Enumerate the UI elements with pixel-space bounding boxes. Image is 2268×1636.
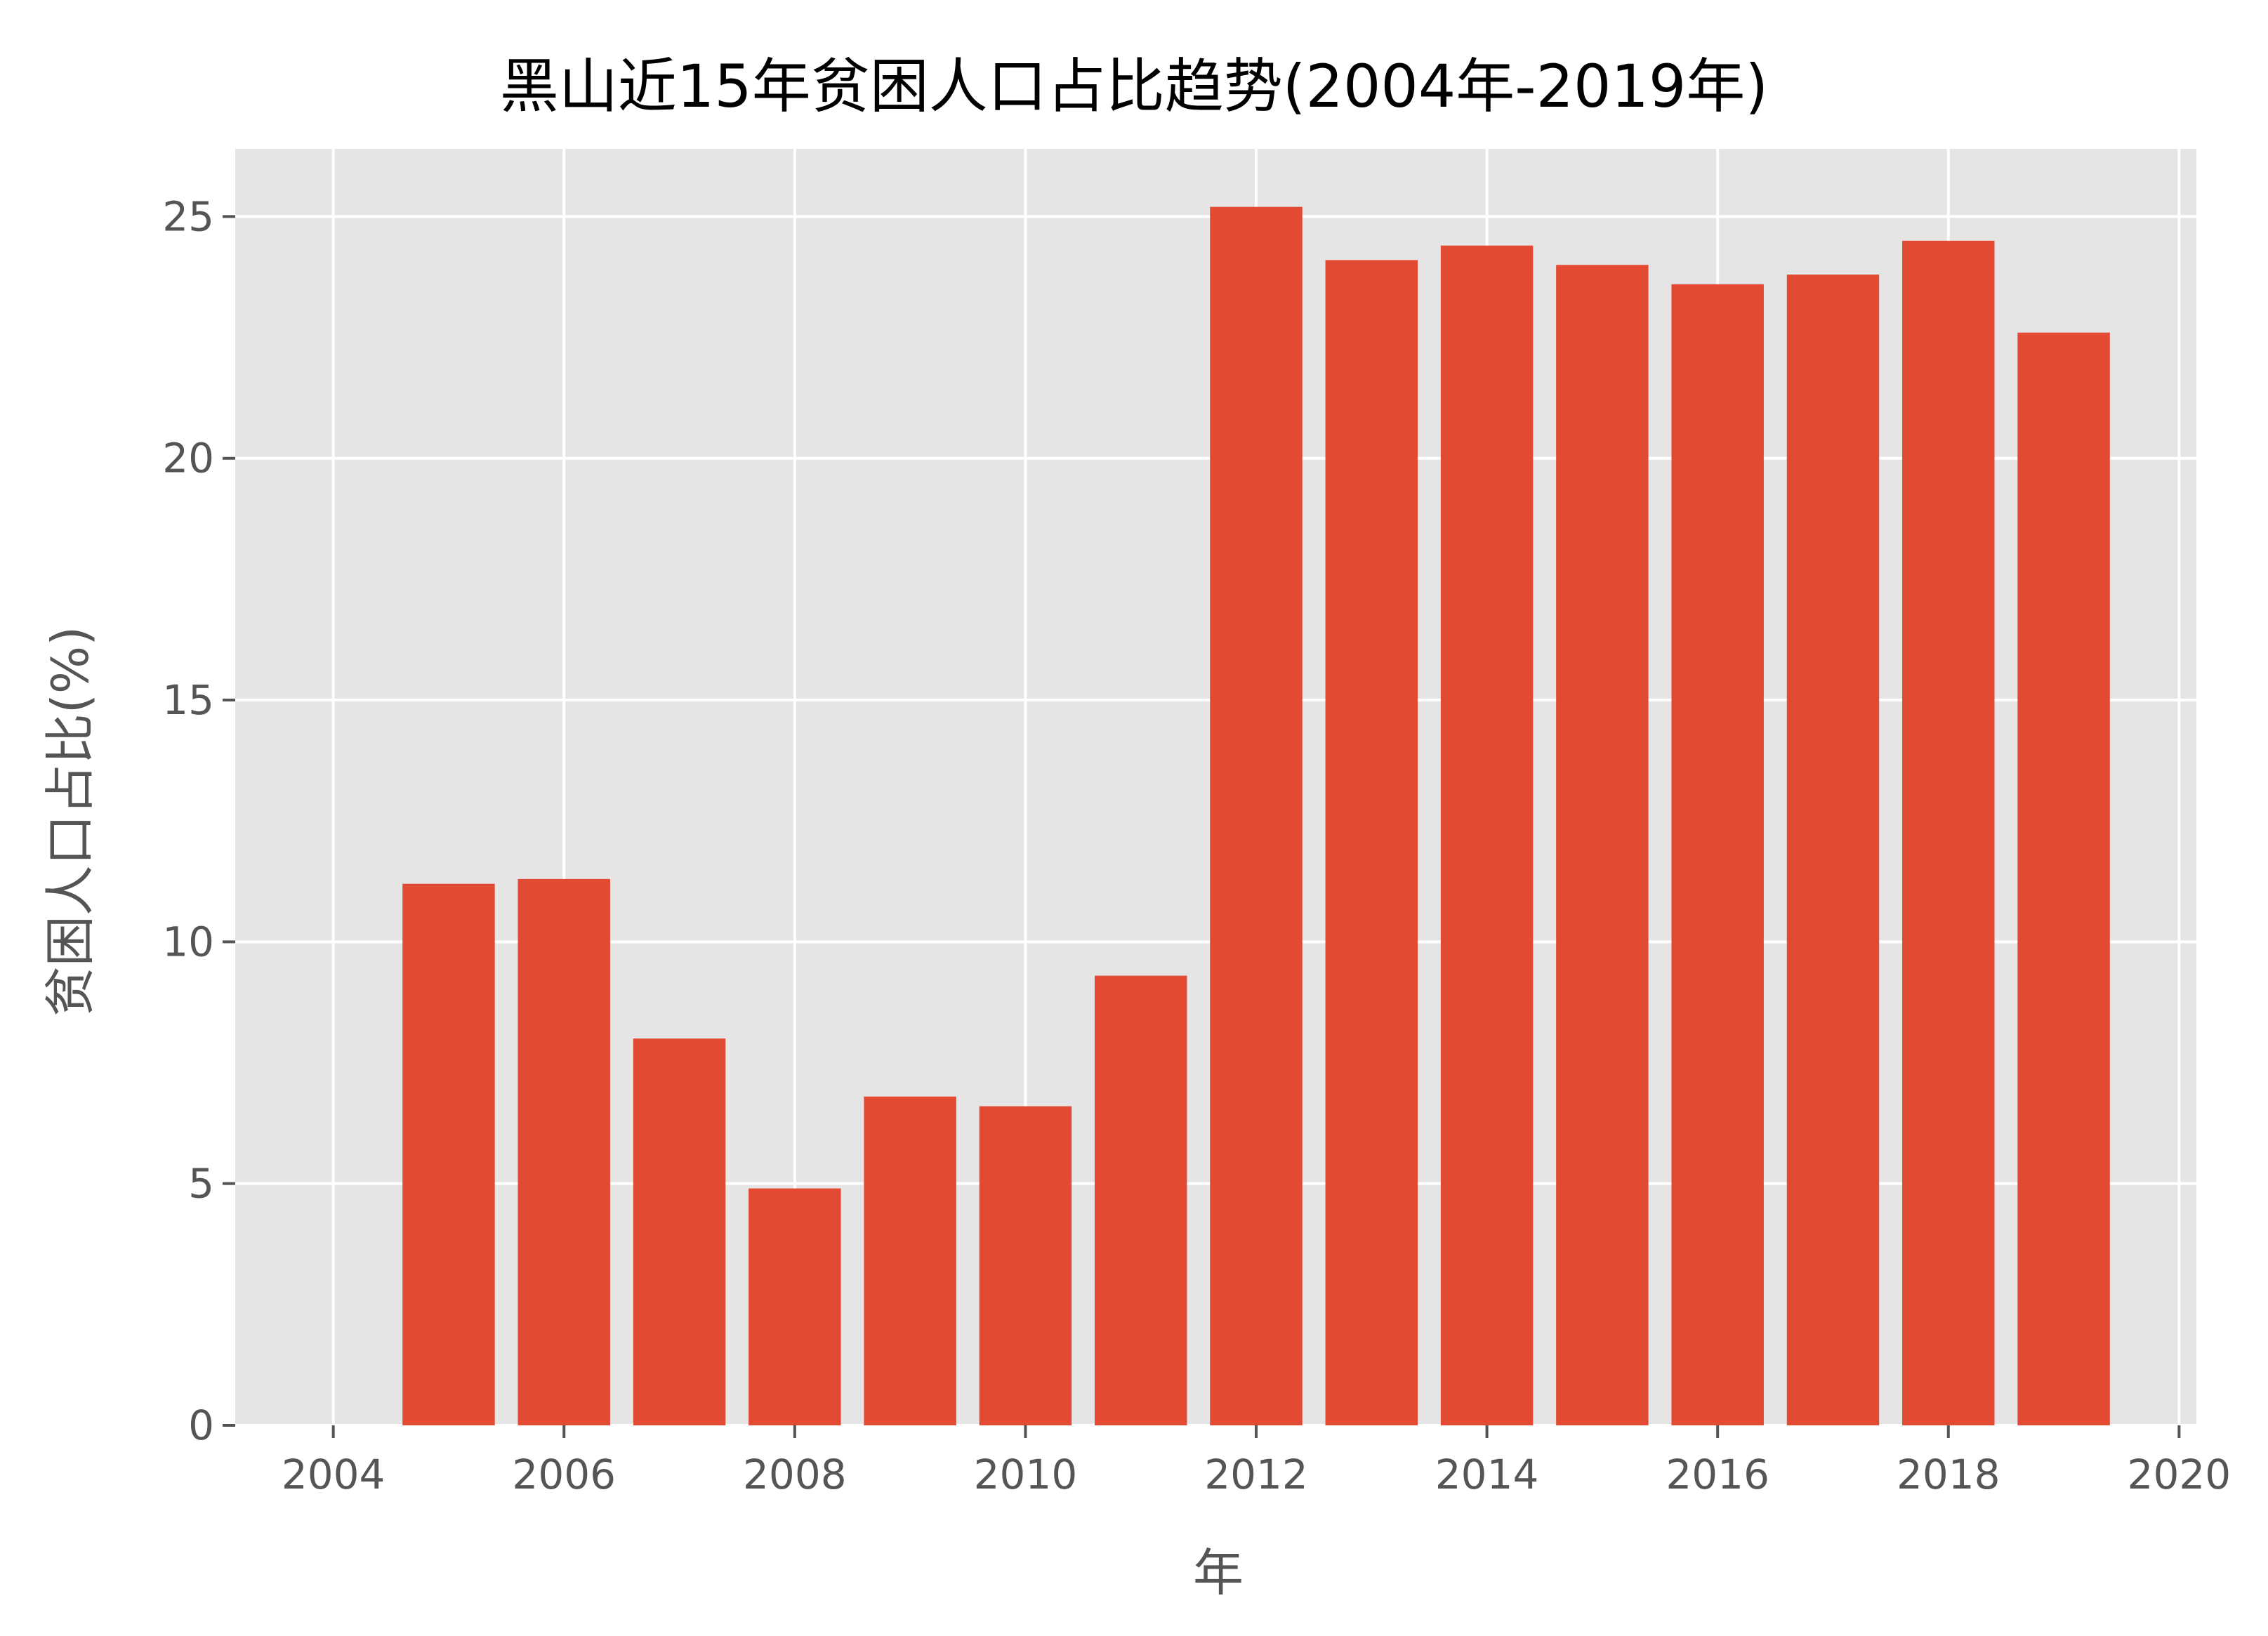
y-tick-label: 25 [162,192,214,240]
x-tick-label: 2004 [282,1451,385,1498]
x-tick-label: 2018 [1897,1451,2000,1498]
y-tick-label: 20 [162,435,214,482]
x-tick-label: 2012 [1204,1451,1308,1498]
bar-2017 [1786,275,1880,1426]
bar-2008 [749,1188,841,1425]
bar-2018 [1902,240,1995,1425]
bar-2019 [2017,332,2110,1425]
x-tick-label: 2014 [1435,1451,1539,1498]
bar-2016 [1671,284,1764,1426]
bar-2013 [1325,260,1418,1425]
x-axis-label: 年 [1193,1543,1244,1602]
bar-2012 [1210,206,1303,1425]
bar-2010 [979,1106,1072,1425]
x-tick-label: 2008 [743,1451,847,1498]
y-tick-label: 0 [188,1401,214,1449]
y-tick-label: 5 [188,1160,214,1208]
y-tick-label: 15 [162,676,214,724]
chart-title: 黑山近15年贫困人口占比趋势(2004年-2019年) [500,52,1768,121]
bar-2014 [1440,245,1534,1425]
y-tick-label: 10 [162,918,214,965]
x-tick-label: 2016 [1666,1451,1769,1498]
x-tick-label: 2010 [974,1451,1078,1498]
y-axis-label: 贫困人口占比(%) [41,626,100,1017]
bar-2009 [864,1096,956,1425]
bar-2011 [1094,975,1187,1425]
x-tick-label: 2006 [512,1451,616,1498]
bar-2015 [1556,265,1649,1426]
bar-2007 [633,1038,726,1425]
x-tick-label: 2020 [2128,1451,2231,1498]
bar-2006 [517,878,610,1425]
bar-2005 [402,883,495,1425]
